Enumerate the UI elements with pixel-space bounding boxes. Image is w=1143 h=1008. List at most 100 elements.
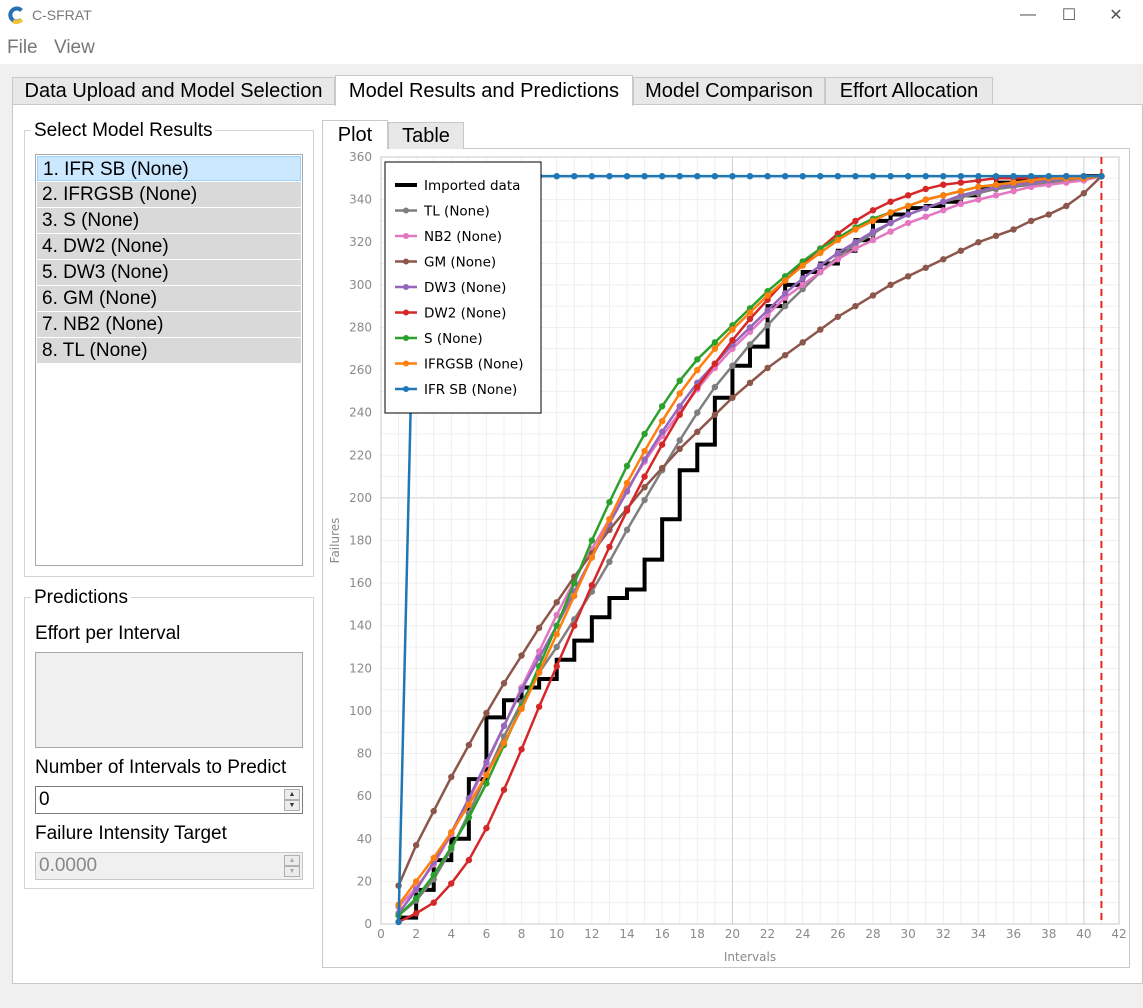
data-point bbox=[992, 172, 1000, 180]
data-point bbox=[957, 172, 965, 180]
data-point bbox=[834, 236, 842, 244]
data-point bbox=[1080, 190, 1088, 197]
list-item[interactable]: 3. S (None) bbox=[37, 208, 301, 233]
data-point bbox=[641, 447, 648, 455]
list-item[interactable]: 4. DW2 (None) bbox=[37, 234, 301, 259]
x-tick-label: 6 bbox=[483, 927, 491, 941]
data-point bbox=[975, 196, 982, 203]
data-point bbox=[658, 464, 666, 472]
target-stepper: ▲ ▼ bbox=[284, 855, 300, 877]
menu-view[interactable]: View bbox=[54, 37, 95, 58]
data-point bbox=[623, 172, 631, 180]
list-item[interactable]: 5. DW3 (None) bbox=[37, 260, 301, 285]
close-button[interactable]: ✕ bbox=[1109, 7, 1123, 24]
data-point bbox=[395, 918, 402, 926]
predictions-group-title: Predictions bbox=[31, 587, 131, 609]
list-item[interactable]: 1. IFR SB (None) bbox=[37, 156, 301, 181]
data-point bbox=[535, 654, 543, 661]
maximize-button[interactable]: ☐ bbox=[1061, 7, 1077, 24]
menu-file[interactable]: File bbox=[7, 37, 38, 58]
data-point bbox=[852, 172, 859, 180]
spin-up-icon[interactable]: ▲ bbox=[284, 789, 300, 800]
list-item[interactable]: 6. GM (None) bbox=[37, 286, 301, 311]
legend-label: DW2 (None) bbox=[424, 306, 506, 322]
data-point bbox=[1010, 172, 1017, 180]
y-tick-label: 0 bbox=[364, 917, 372, 931]
legend-label: IFRGSB (None) bbox=[424, 357, 523, 373]
list-item[interactable]: 7. NB2 (None) bbox=[37, 312, 301, 337]
tab-model-results[interactable]: Model Results and Predictions bbox=[335, 75, 633, 106]
failures-chart: 0204060801001201401601802002202402602803… bbox=[328, 150, 1127, 964]
data-point bbox=[465, 856, 473, 864]
data-point bbox=[571, 592, 578, 600]
data-point bbox=[852, 239, 859, 246]
legend-label: S (None) bbox=[424, 331, 483, 347]
data-point bbox=[887, 172, 894, 180]
data-point bbox=[676, 390, 683, 397]
effort-per-interval-box[interactable] bbox=[35, 652, 303, 748]
y-tick-label: 200 bbox=[349, 491, 372, 505]
minimize-button[interactable]: — bbox=[1020, 6, 1036, 23]
tab-model-comparison[interactable]: Model Comparison bbox=[633, 77, 825, 105]
data-point bbox=[729, 394, 736, 401]
legend-marker bbox=[403, 335, 409, 341]
data-point bbox=[729, 172, 736, 180]
subtab-plot[interactable]: Plot bbox=[322, 120, 388, 149]
data-point bbox=[606, 172, 613, 180]
data-point bbox=[658, 417, 666, 425]
spin-up-icon: ▲ bbox=[284, 855, 300, 866]
data-point bbox=[869, 236, 877, 244]
data-point bbox=[887, 219, 894, 227]
window-title: C-SFRAT bbox=[32, 7, 92, 23]
data-point bbox=[764, 322, 771, 329]
y-tick-label: 100 bbox=[349, 704, 372, 718]
spin-down-icon[interactable]: ▼ bbox=[284, 800, 300, 811]
data-point bbox=[1010, 226, 1017, 233]
data-point bbox=[553, 172, 560, 180]
x-tick-label: 16 bbox=[655, 927, 670, 941]
model-results-list[interactable]: 1. IFR SB (None) 2. IFRGSB (None) 3. S (… bbox=[35, 154, 303, 566]
intervals-stepper[interactable]: ▲ ▼ bbox=[284, 789, 300, 811]
subtab-table[interactable]: Table bbox=[388, 122, 464, 149]
legend-label: NB2 (None) bbox=[424, 229, 502, 245]
data-point bbox=[588, 537, 596, 544]
data-point bbox=[483, 824, 490, 832]
intervals-spinbox[interactable]: 0 ▲ ▼ bbox=[35, 786, 303, 814]
data-point bbox=[571, 172, 578, 180]
list-item[interactable]: 2. IFRGSB (None) bbox=[37, 182, 301, 207]
data-point bbox=[694, 172, 701, 180]
data-point bbox=[676, 437, 683, 444]
y-axis-label: Failures bbox=[328, 518, 342, 564]
y-tick-label: 360 bbox=[349, 150, 372, 164]
data-point bbox=[606, 558, 613, 566]
data-point bbox=[606, 543, 613, 551]
plot-area-border bbox=[380, 156, 1120, 925]
data-point bbox=[764, 172, 771, 180]
data-point bbox=[588, 582, 596, 589]
data-point bbox=[869, 172, 877, 180]
data-point bbox=[869, 217, 877, 225]
data-point bbox=[711, 411, 719, 418]
data-point bbox=[834, 249, 842, 257]
legend-marker bbox=[403, 309, 409, 316]
y-tick-label: 80 bbox=[357, 747, 372, 761]
data-point bbox=[430, 807, 437, 815]
intervals-value: 0 bbox=[39, 789, 50, 810]
data-point bbox=[817, 326, 824, 333]
tab-effort-allocation[interactable]: Effort Allocation bbox=[825, 77, 993, 105]
x-tick-label: 14 bbox=[619, 927, 634, 941]
data-point bbox=[922, 185, 929, 193]
list-item[interactable]: 8. TL (None) bbox=[37, 338, 301, 363]
data-point bbox=[957, 247, 965, 254]
y-tick-label: 240 bbox=[349, 406, 372, 420]
data-point bbox=[852, 217, 859, 225]
menu-bar bbox=[0, 32, 1143, 64]
data-point bbox=[711, 345, 719, 352]
data-point bbox=[448, 880, 455, 887]
data-point bbox=[412, 886, 420, 894]
data-point bbox=[711, 339, 719, 346]
data-point bbox=[922, 264, 929, 271]
data-point bbox=[834, 256, 842, 263]
tab-data-upload[interactable]: Data Upload and Model Selection bbox=[12, 77, 335, 105]
data-point bbox=[1045, 211, 1052, 218]
